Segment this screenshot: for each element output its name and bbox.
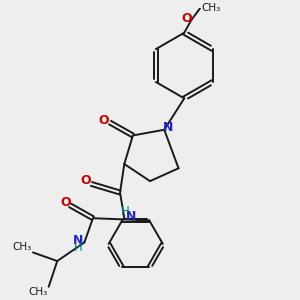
Text: N: N xyxy=(125,210,136,223)
Text: N: N xyxy=(164,121,174,134)
Text: O: O xyxy=(61,196,71,209)
Text: O: O xyxy=(98,114,109,127)
Text: N: N xyxy=(73,234,83,247)
Text: CH₃: CH₃ xyxy=(28,287,47,297)
Text: H: H xyxy=(74,241,82,254)
Text: O: O xyxy=(181,12,192,25)
Text: CH₃: CH₃ xyxy=(12,242,32,252)
Text: H: H xyxy=(122,206,130,218)
Text: O: O xyxy=(80,174,91,187)
Text: CH₃: CH₃ xyxy=(201,3,220,13)
